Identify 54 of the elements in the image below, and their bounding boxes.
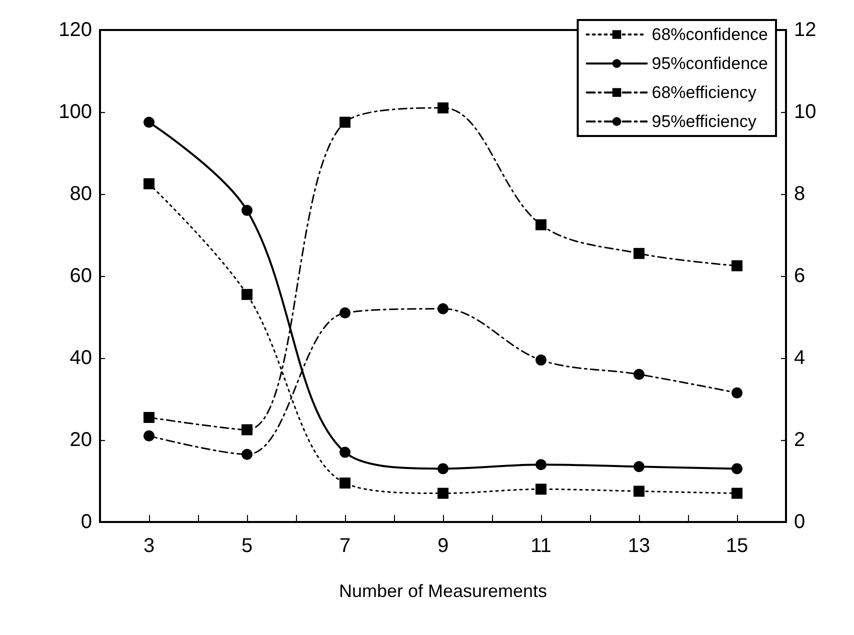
point bbox=[438, 303, 448, 314]
point bbox=[144, 412, 154, 423]
y2-tick-label: 0 bbox=[794, 511, 806, 533]
point bbox=[634, 248, 644, 259]
y2-tick-label: 8 bbox=[794, 183, 806, 205]
y2-tick-label: 4 bbox=[794, 347, 806, 369]
point bbox=[438, 463, 448, 474]
point bbox=[144, 178, 154, 190]
point bbox=[536, 484, 546, 495]
x-tick-label: 3 bbox=[143, 535, 155, 557]
legend-label: 68%confidence bbox=[652, 25, 768, 44]
point bbox=[340, 116, 350, 128]
legend-label: 95%confidence bbox=[652, 54, 768, 73]
point bbox=[144, 430, 154, 442]
y2-tick-label: 6 bbox=[794, 265, 806, 287]
y2-tick-label: 10 bbox=[794, 101, 816, 123]
point bbox=[242, 448, 252, 460]
y2-tick-label: 2 bbox=[794, 429, 806, 451]
y2-tick-label: 12 bbox=[794, 19, 816, 41]
point bbox=[634, 368, 644, 380]
point bbox=[242, 288, 252, 300]
x-tick-label: 15 bbox=[726, 535, 748, 557]
y-tick-label: 0 bbox=[80, 511, 92, 533]
point bbox=[536, 219, 546, 230]
x-tick-label: 9 bbox=[437, 535, 449, 557]
point bbox=[242, 424, 252, 436]
x-axis-title: Number of Measurements bbox=[338, 581, 548, 601]
point bbox=[536, 354, 546, 366]
point bbox=[732, 387, 742, 398]
point bbox=[438, 488, 448, 499]
point bbox=[732, 260, 742, 272]
point bbox=[340, 307, 350, 318]
y-tick-label: 120 bbox=[58, 19, 92, 41]
legend-label: 68%efficiency bbox=[652, 83, 757, 102]
y-tick-label: 80 bbox=[70, 183, 92, 205]
x-tick-label: 5 bbox=[241, 535, 253, 557]
point bbox=[536, 459, 546, 470]
legend-label: 95%efficiency bbox=[652, 112, 757, 131]
x-tick-label: 11 bbox=[530, 535, 552, 557]
x-tick-label: 13 bbox=[628, 535, 650, 557]
y-tick-label: 60 bbox=[70, 265, 92, 287]
point bbox=[634, 461, 644, 472]
point bbox=[732, 463, 742, 474]
point bbox=[242, 204, 252, 216]
point bbox=[340, 446, 350, 458]
y-tick-label: 40 bbox=[70, 347, 92, 369]
point bbox=[732, 488, 742, 499]
point bbox=[144, 116, 154, 128]
x-tick-label: 7 bbox=[339, 535, 351, 557]
point bbox=[438, 102, 448, 114]
point bbox=[634, 486, 644, 497]
y-tick-label: 20 bbox=[70, 429, 92, 451]
y-tick-label: 100 bbox=[58, 101, 92, 123]
point bbox=[340, 478, 350, 489]
